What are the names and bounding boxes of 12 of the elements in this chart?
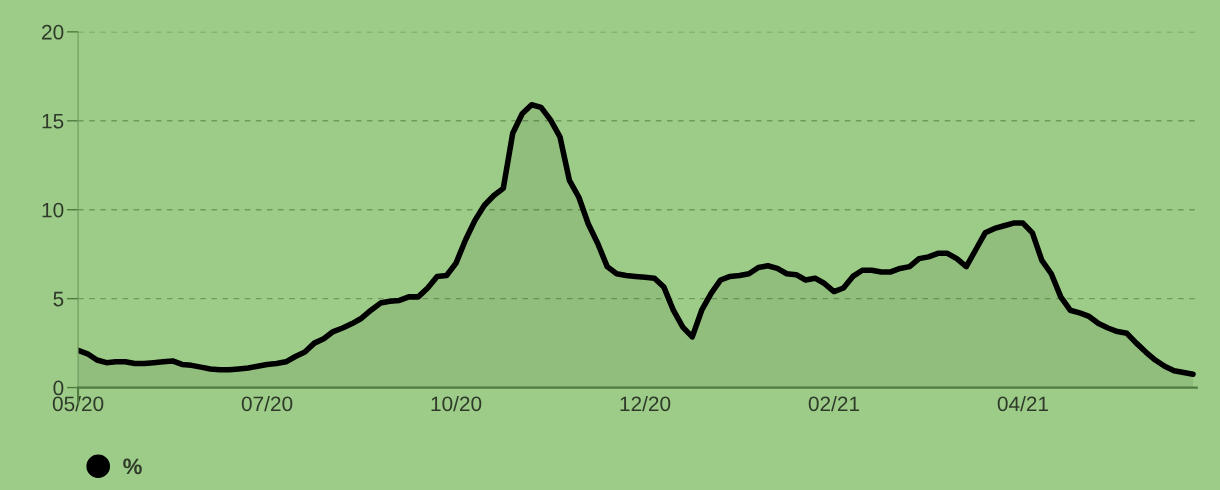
y-tick-label: 20 bbox=[42, 24, 64, 40]
x-tick-label: 07/20 bbox=[241, 395, 293, 412]
y-tick-label: 15 bbox=[42, 114, 64, 129]
y-tick-label: 10 bbox=[42, 202, 64, 218]
legend-label: % bbox=[123, 458, 142, 475]
y-tick-label: 0 bbox=[53, 380, 64, 396]
x-tick-label: 05/20 bbox=[52, 395, 104, 412]
y-tick-label: 5 bbox=[53, 291, 64, 307]
x-tick-label: 02/21 bbox=[808, 395, 860, 412]
x-tick-label: 04/21 bbox=[997, 395, 1049, 412]
x-tick-label: 12/20 bbox=[620, 395, 671, 412]
x-tick-label: 10/20 bbox=[431, 395, 482, 412]
